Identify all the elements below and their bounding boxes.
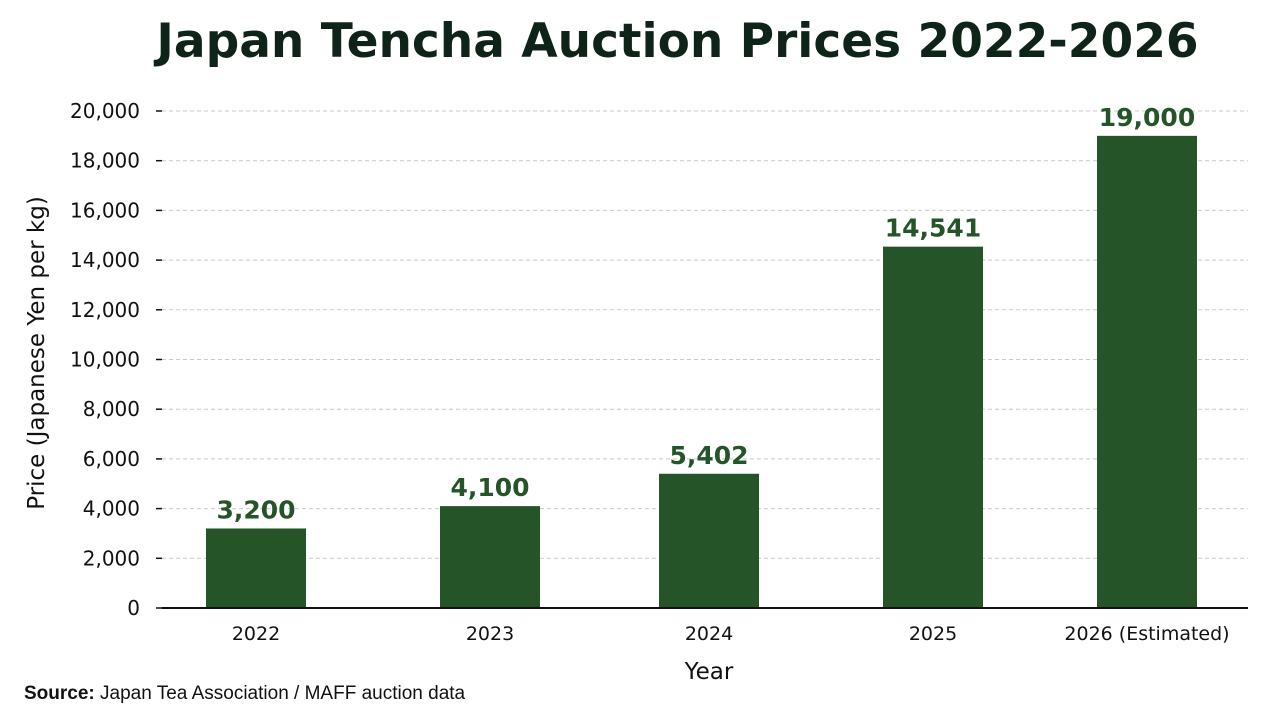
y-tick-label: 6,000 xyxy=(83,447,140,471)
y-tick-label: 2,000 xyxy=(83,546,140,570)
y-tick-label: 10,000 xyxy=(70,348,140,372)
y-tick-label: 0 xyxy=(127,596,140,620)
bar-2022 xyxy=(206,528,306,608)
x-axis-ticks: 2022 2023 2024 2025 2026 (Estimated) xyxy=(232,623,1230,645)
value-label: 14,541 xyxy=(885,214,981,243)
chart-title: Japan Tencha Auction Prices 2022-2026 xyxy=(156,14,1199,69)
bar-2026 xyxy=(1097,135,1197,608)
x-tick-label: 2022 xyxy=(232,623,280,645)
x-tick-label: 2024 xyxy=(685,623,733,645)
y-tick-label: 16,000 xyxy=(70,198,140,222)
bar-2024 xyxy=(659,473,759,608)
y-tick-label: 4,000 xyxy=(83,497,140,521)
y-axis-ticks: 0 2,000 4,000 6,000 8,000 10,000 12,000 14,000 1… xyxy=(70,99,162,620)
bars xyxy=(206,135,1197,609)
y-tick-label: 12,000 xyxy=(70,298,140,322)
x-tick-label: 2026 (Estimated) xyxy=(1064,623,1229,645)
value-label: 5,402 xyxy=(669,441,748,470)
x-tick-label: 2023 xyxy=(466,623,514,645)
value-label: 19,000 xyxy=(1099,103,1195,132)
y-tick-label: 14,000 xyxy=(70,248,140,272)
source-label: Source: xyxy=(24,683,95,704)
bar-2025 xyxy=(883,246,983,609)
value-labels: 3,200 4,100 5,402 14,541 19,000 xyxy=(216,103,1195,525)
x-tick-label: 2025 xyxy=(909,623,957,645)
bar-2023 xyxy=(440,506,540,608)
y-axis-title: Price (Japanese Yen per kg) xyxy=(24,196,50,510)
y-tick-label: 18,000 xyxy=(70,149,140,173)
y-tick-label: 8,000 xyxy=(83,397,140,421)
x-axis-title: Year xyxy=(684,659,734,685)
source-note: Source: Japan Tea Association / MAFF auc… xyxy=(24,683,465,705)
value-label: 3,200 xyxy=(216,495,295,524)
value-label: 4,100 xyxy=(450,473,529,502)
y-tick-label: 20,000 xyxy=(70,99,140,123)
source-text: Japan Tea Association / MAFF auction dat… xyxy=(100,683,466,704)
